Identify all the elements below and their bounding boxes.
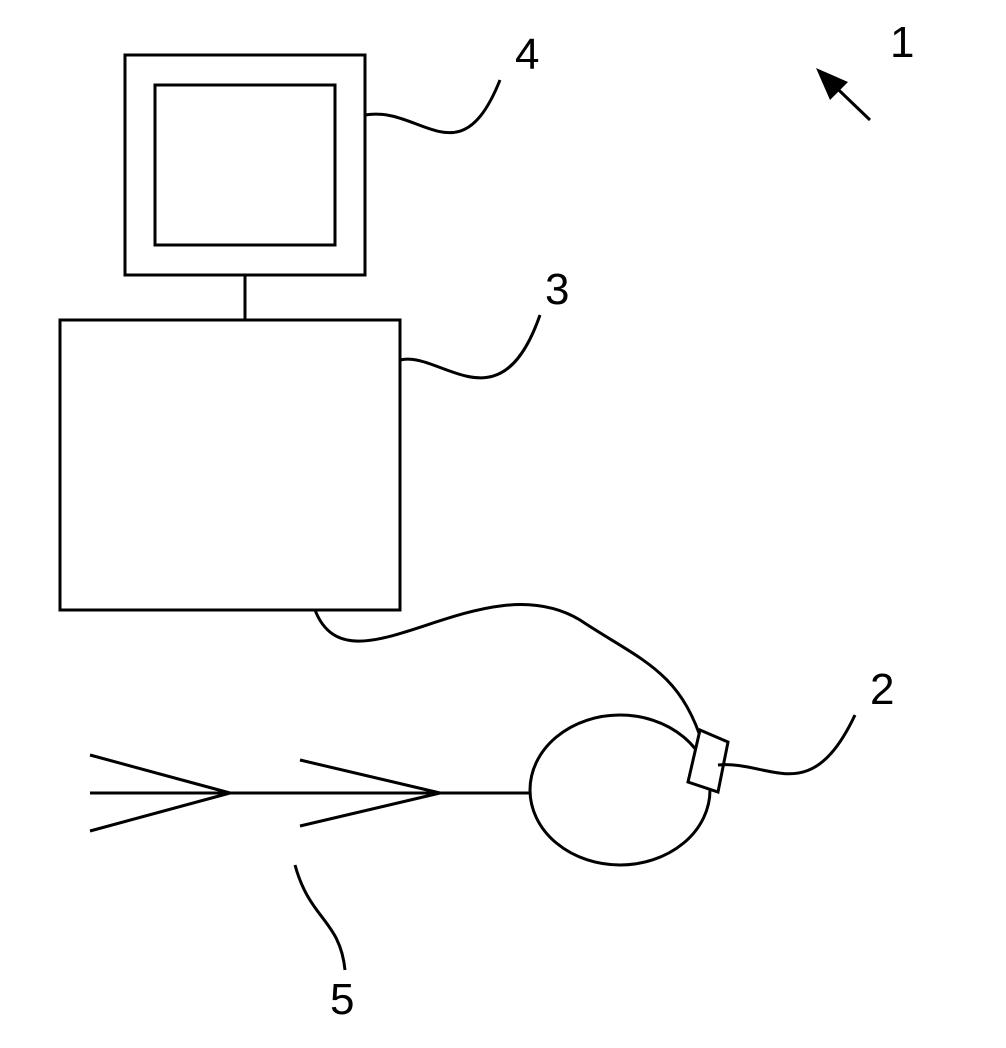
sensor-ellipse (530, 715, 710, 865)
leader-3 (400, 315, 540, 378)
monitor-outer (125, 55, 365, 275)
sensor-patch (688, 730, 728, 792)
label-3: 3 (545, 265, 569, 315)
base-unit (60, 320, 400, 610)
label-2: 2 (870, 665, 894, 715)
signal-chevron-1-top (90, 755, 230, 793)
label-5: 5 (330, 975, 354, 1025)
label-4: 4 (515, 30, 539, 80)
diagram-canvas (0, 0, 1006, 1048)
label-1: 1 (890, 18, 914, 68)
leader-2 (718, 715, 855, 774)
signal-chevron-2-bot (300, 793, 440, 826)
monitor-inner (155, 85, 335, 245)
signal-chevron-2-top (300, 760, 440, 793)
leader-4 (365, 80, 500, 133)
cable (315, 605, 703, 745)
signal-chevron-1-bot (90, 793, 230, 831)
leader-5 (295, 865, 345, 970)
